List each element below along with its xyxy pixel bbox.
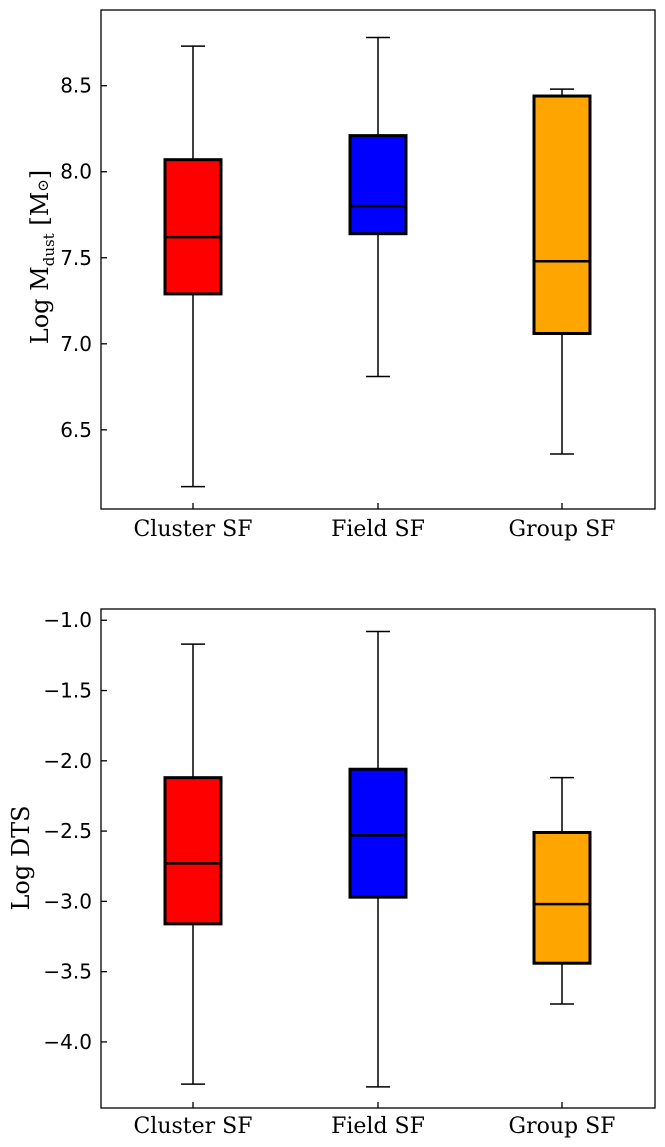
box-cluster-sf — [163, 643, 223, 1085]
box-field-sf — [348, 36, 408, 378]
x-tick-label: Field SF — [331, 1114, 425, 1139]
y-tick-label: −1.5 — [43, 679, 92, 703]
box-group-sf — [532, 776, 592, 1005]
y-tick-label: −2.5 — [43, 819, 92, 843]
iqr-box — [348, 134, 408, 236]
y-tick-label: −3.0 — [43, 889, 92, 913]
y-tick-label: 8.5 — [60, 74, 92, 98]
plot-frame — [100, 9, 656, 510]
x-tick-label: Group SF — [509, 517, 616, 542]
iqr-box — [163, 776, 223, 926]
y-tick-label: 7.0 — [60, 332, 92, 356]
x-tick-label: Field SF — [331, 517, 425, 542]
box-field-sf — [348, 630, 408, 1088]
iqr-box — [163, 158, 223, 296]
dts-panel: Log DTS −4.0 −3.5 −3.0 −2.5 −2.0 −1.5 −1.0 Clus… — [7, 608, 656, 1139]
x-tick-label: Cluster SF — [133, 1114, 252, 1139]
x-tick-label: Cluster SF — [133, 517, 252, 542]
x-tick-label: Group SF — [509, 1114, 616, 1139]
y-tick-label: −1.0 — [43, 608, 92, 632]
box-cluster-sf — [163, 45, 223, 488]
iqr-box — [532, 830, 592, 965]
y-tick-label: 6.5 — [60, 418, 92, 442]
plot-frame — [100, 608, 656, 1109]
y-tick-label: −4.0 — [43, 1030, 92, 1054]
y-tick-label: −3.5 — [43, 960, 92, 984]
y-axis-title: Log Mdust [M⊙] — [26, 170, 58, 344]
iqr-box — [348, 767, 408, 899]
y-tick-label: 8.0 — [60, 160, 92, 184]
dust-mass-panel: Log Mdust [M⊙] 6.5 7.0 7.5 8.0 8.5 Cluster SF… — [26, 9, 656, 542]
y-tick-label: −2.0 — [43, 749, 92, 773]
iqr-box — [532, 94, 592, 335]
y-tick-label: 7.5 — [60, 246, 92, 270]
y-axis-title: Log DTS — [7, 805, 35, 910]
box-group-sf — [532, 88, 592, 455]
